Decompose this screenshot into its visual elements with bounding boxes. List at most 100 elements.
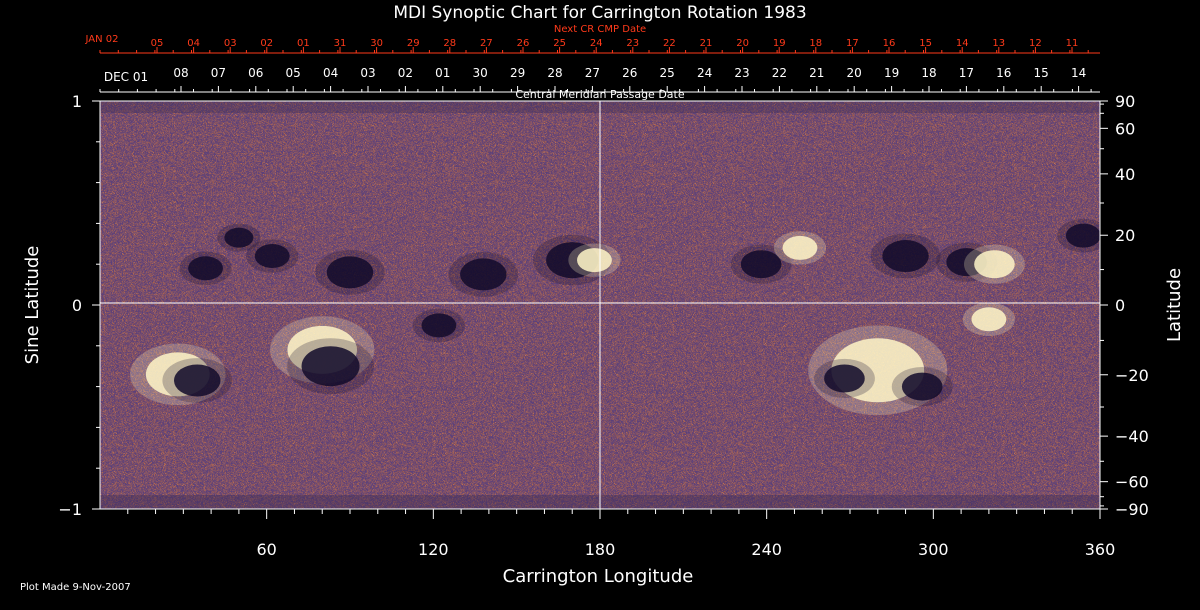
next-tick-label: 22 [663,38,676,49]
next-axis-ticks: 05 04 03 02 01 31 30 29 28 27 26 25 24 23 22 21 20 19 18 17… [99,38,1089,53]
region-core [188,256,223,281]
region-core [782,235,818,260]
next-tick-label: 25 [553,38,566,49]
cmp-tick-label: 02 [398,66,413,80]
region-core [1065,223,1100,248]
y-right-tick-label: −60 [1115,473,1149,492]
cmp-tick-label: 01 [435,66,450,80]
cmp-start-label: DEC 01 [104,70,148,84]
y-right-tick-label: −40 [1115,427,1149,446]
region-core [971,307,1007,332]
cmp-tick-label: 20 [847,66,862,80]
magnetogram-map [100,101,1100,509]
next-tick-label: 24 [590,38,603,49]
cmp-tick-label: 15 [1034,66,1049,80]
cmp-tick-label: 18 [921,66,936,80]
cmp-tick-label: 08 [173,66,188,80]
y-axis-left-ticks: 1 0 −1 [58,92,100,519]
cmp-tick-label: 04 [323,66,338,80]
cmp-tick-label: 19 [884,66,899,80]
y-right-tick-label: 90 [1115,92,1135,111]
y-axis-right-ticks: 90 60 40 20 0 −20 −40 −60 −90 [1100,92,1149,519]
region-core [577,248,612,273]
region-core [882,240,929,273]
next-tick-label: 21 [700,38,713,49]
next-tick-label: 23 [626,38,639,49]
x-tick-label: 180 [585,540,616,559]
y-right-tick-label: 40 [1115,165,1135,184]
next-axis-title: Next CR CMP Date [554,24,646,35]
next-tick-label: 05 [151,38,164,49]
cmp-tick-label: 29 [510,66,525,80]
cmp-axis-ticks: 08 07 06 05 04 03 02 01 30 29 28 27 26 25 24 23 22 21 20 19… [99,66,1092,92]
y-left-tick-label: 1 [72,92,82,111]
y-axis-right-label: Latitude [1164,268,1185,342]
region-core [901,372,943,401]
y-right-tick-label: 0 [1115,296,1125,315]
region-core [974,250,1015,279]
next-tick-label: 18 [809,38,822,49]
next-tick-label: 17 [846,38,859,49]
next-tick-label: 27 [480,38,493,49]
next-tick-label: 28 [443,38,456,49]
cmp-tick-label: 17 [959,66,974,80]
region-core [740,250,782,279]
y-right-tick-label: 60 [1115,119,1135,138]
x-tick-label: 360 [1085,540,1116,559]
region-core [301,346,360,387]
plot-made-note: Plot Made 9-Nov-2007 [20,582,131,593]
chart-title: MDI Synoptic Chart for Carrington Rotati… [393,3,806,23]
next-tick-label: 01 [297,38,310,49]
next-tick-label: 31 [334,38,347,49]
cmp-tick-label: 24 [697,66,712,80]
x-axis-label: Carrington Longitude [503,566,694,587]
active-regions [129,218,1100,416]
region-core [174,364,221,397]
cmp-tick-label: 27 [585,66,600,80]
cmp-tick-label: 22 [772,66,787,80]
next-tick-label: 04 [187,38,200,49]
y-right-tick-label: 20 [1115,226,1135,245]
y-left-tick-label: −1 [58,500,82,519]
next-tick-label: 16 [883,38,896,49]
next-start-label: JAN 02 [85,34,119,45]
cmp-axis-title: Central Meridian Passage Date [515,88,684,101]
region-core [224,227,254,248]
cmp-tick-label: 28 [547,66,562,80]
cmp-tick-label: 23 [734,66,749,80]
x-tick-label: 60 [256,540,276,559]
x-tick-label: 240 [751,540,782,559]
cmp-tick-label: 14 [1071,66,1086,80]
next-tick-label: 13 [992,38,1005,49]
x-tick-label: 300 [918,540,949,559]
next-tick-label: 20 [736,38,749,49]
y-right-tick-label: −20 [1115,366,1149,385]
x-axis-ticks: 60 120 180 240 300 360 [127,509,1116,559]
next-tick-label: 19 [773,38,786,49]
region-core [326,256,374,289]
region-core [824,364,865,393]
cmp-tick-label: 30 [473,66,488,80]
cmp-tick-label: 21 [809,66,824,80]
next-tick-label: 30 [370,38,383,49]
cmp-tick-label: 26 [622,66,637,80]
cmp-tick-label: 25 [660,66,675,80]
cmp-tick-label: 07 [211,66,226,80]
cmp-tick-label: 05 [286,66,301,80]
next-tick-label: 03 [224,38,237,49]
next-tick-label: 11 [1066,38,1079,49]
next-tick-label: 29 [407,38,420,49]
next-tick-label: 12 [1029,38,1042,49]
region-core [254,244,290,269]
cmp-tick-label: 16 [996,66,1011,80]
region-core [460,258,507,291]
next-tick-label: 15 [919,38,932,49]
next-tick-label: 02 [260,38,273,49]
y-axis-left-label: Sine Latitude [22,246,43,365]
y-left-tick-label: 0 [72,296,82,315]
next-tick-label: 14 [956,38,969,49]
y-right-tick-label: −90 [1115,500,1149,519]
cmp-tick-label: 06 [248,66,263,80]
cmp-tick-label: 03 [360,66,375,80]
